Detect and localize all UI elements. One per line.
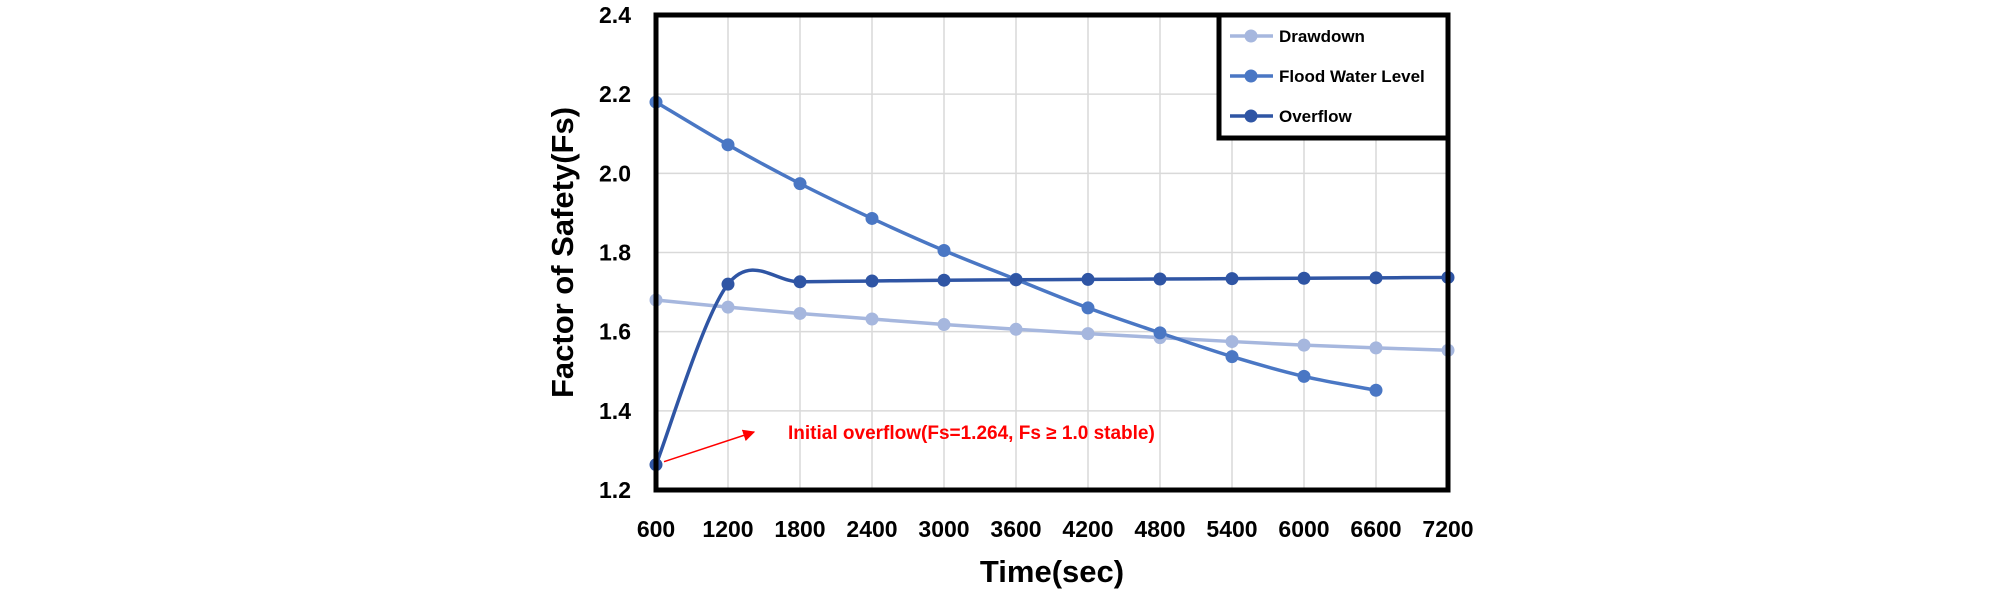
data-point-drawdown	[1009, 322, 1023, 336]
x-tick-label: 3600	[990, 516, 1041, 542]
data-point-drawdown	[865, 312, 879, 326]
data-point-overflow	[721, 277, 735, 291]
legend-swatch-marker	[1244, 109, 1258, 123]
data-point-overflow	[1225, 272, 1239, 286]
data-point-drawdown	[937, 318, 951, 332]
y-axis-title: Factor of Safety(Fs)	[545, 107, 580, 398]
x-tick-label: 1800	[774, 516, 825, 542]
data-point-drawdown	[1081, 327, 1095, 341]
data-point-overflow	[865, 274, 879, 288]
x-axis-title: Time(sec)	[980, 554, 1124, 589]
data-point-drawdown	[1369, 341, 1383, 355]
x-tick-label: 6000	[1278, 516, 1329, 542]
legend-label: Flood Water Level	[1279, 67, 1425, 86]
data-point-overflow	[937, 273, 951, 287]
data-point-flood-water-level	[793, 177, 807, 191]
y-tick-label: 1.4	[599, 398, 631, 424]
y-tick-label: 2.2	[599, 81, 631, 107]
x-tick-label: 2400	[846, 516, 897, 542]
data-point-flood-water-level	[1297, 369, 1311, 383]
data-point-flood-water-level	[1153, 326, 1167, 340]
data-point-drawdown	[793, 306, 807, 320]
annotation-arrow	[663, 429, 756, 463]
data-point-flood-water-level	[1081, 301, 1095, 315]
data-point-overflow	[1369, 271, 1383, 285]
data-point-overflow	[793, 275, 807, 289]
legend-label: Overflow	[1279, 107, 1353, 126]
y-tick-label: 1.2	[599, 477, 631, 503]
data-point-flood-water-level	[865, 211, 879, 225]
x-tick-label: 4200	[1062, 516, 1113, 542]
data-point-drawdown	[1297, 338, 1311, 352]
x-tick-label: 600	[637, 516, 675, 542]
x-tick-label: 7200	[1422, 516, 1473, 542]
legend-swatch-marker	[1244, 69, 1258, 83]
legend-label: Drawdown	[1279, 27, 1365, 46]
data-point-drawdown	[721, 300, 735, 314]
legend-swatch-marker	[1244, 29, 1258, 43]
y-tick-label: 2.4	[599, 2, 631, 28]
x-tick-label: 1200	[702, 516, 753, 542]
data-point-overflow	[1153, 272, 1167, 286]
x-tick-label: 4800	[1134, 516, 1185, 542]
x-tick-label: 3000	[918, 516, 969, 542]
data-point-overflow	[1297, 271, 1311, 285]
annotation-label: Initial overflow(Fs=1.264, Fs ≥ 1.0 stab…	[788, 423, 1155, 444]
y-tick-label: 2.0	[599, 160, 631, 186]
x-tick-label: 5400	[1206, 516, 1257, 542]
data-point-flood-water-level	[937, 244, 951, 258]
data-point-flood-water-level	[1225, 350, 1239, 364]
data-point-overflow	[1009, 273, 1023, 287]
data-point-flood-water-level	[1369, 383, 1383, 397]
series-line-drawdown	[655, 298, 1449, 353]
y-tick-label: 1.6	[599, 319, 631, 345]
data-point-drawdown	[1225, 335, 1239, 349]
data-point-overflow	[1081, 272, 1095, 286]
data-point-flood-water-level	[721, 138, 735, 152]
plot-frame	[653, 12, 1451, 493]
x-tick-label: 6600	[1350, 516, 1401, 542]
y-tick-label: 1.8	[599, 240, 631, 266]
